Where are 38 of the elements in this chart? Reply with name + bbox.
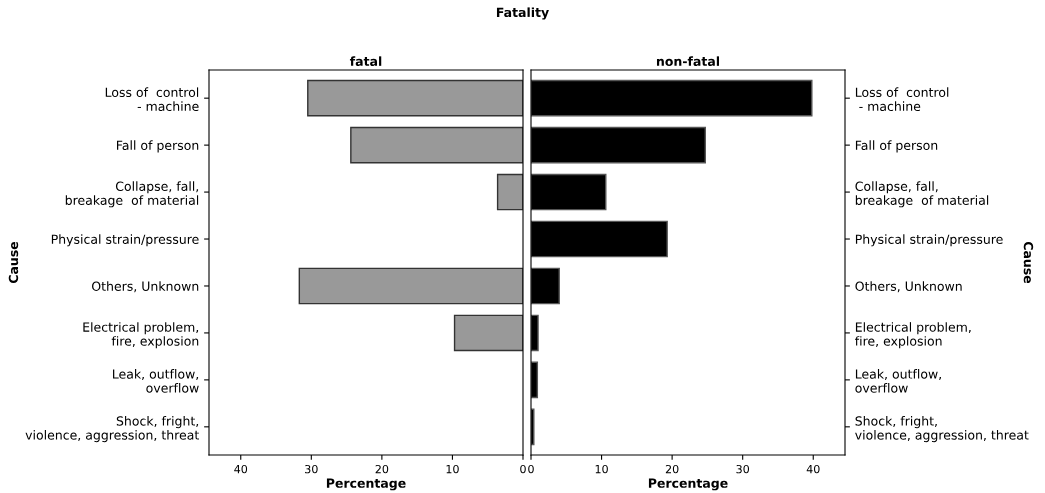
x-axis-title: Percentage <box>326 478 406 491</box>
y-tick-label: Fall of person <box>117 140 199 153</box>
chart-title: Fatality <box>496 7 549 20</box>
x-tick-label: 30 <box>736 464 750 474</box>
y-tick-label: Collapse, fall, breakage of material <box>65 181 199 208</box>
x-tick-label: 20 <box>665 464 679 474</box>
chart-subtitle: non-fatal <box>656 56 720 67</box>
y-tick-label: Others, Unknown <box>855 281 962 293</box>
y-tick-label: Shock, fright, violence, aggression, threat <box>25 416 199 443</box>
chart-subtitle: fatal <box>349 56 382 67</box>
x-tick-label: 20 <box>375 464 389 474</box>
bar <box>496 173 523 211</box>
x-tick-label: 30 <box>305 464 318 474</box>
y-tick-label: Loss of control - machine <box>855 87 949 112</box>
y-tick-label: Leak, outflow, overflow <box>855 369 941 393</box>
y-tick-label: Electrical problem, fire, explosion <box>855 322 971 349</box>
y-tick-label: Electrical problem, fire, explosion <box>83 322 199 349</box>
y-tick-label: Others, Unknown <box>92 281 199 293</box>
y-tick-label: Physical strain/pressure <box>51 234 199 247</box>
x-tick-label: 10 <box>446 464 459 474</box>
bar <box>307 79 523 117</box>
bar <box>298 267 523 305</box>
x-tick-label: 0 <box>520 464 526 474</box>
bar <box>350 126 523 164</box>
y-tick-label: Collapse, fall, breakage of material <box>855 181 989 208</box>
y-axis-title: Cause <box>1023 241 1034 284</box>
bar <box>453 314 523 352</box>
y-axis-title: Cause <box>8 241 19 284</box>
y-tick-label: Fall of person <box>855 140 938 153</box>
x-tick-label: 0 <box>528 464 534 474</box>
y-tick-label: Physical strain/pressure <box>855 234 1003 247</box>
x-tick-label: 40 <box>806 464 820 474</box>
x-axis-title: Percentage <box>648 478 728 491</box>
y-tick-label: Leak, outflow, overflow <box>113 369 199 393</box>
x-tick-label: 40 <box>234 464 248 474</box>
y-tick-label: Shock, fright, violence, aggression, threat <box>855 416 1029 443</box>
y-tick-label: Loss of control - machine <box>105 87 199 112</box>
x-tick-label: 10 <box>595 464 608 474</box>
